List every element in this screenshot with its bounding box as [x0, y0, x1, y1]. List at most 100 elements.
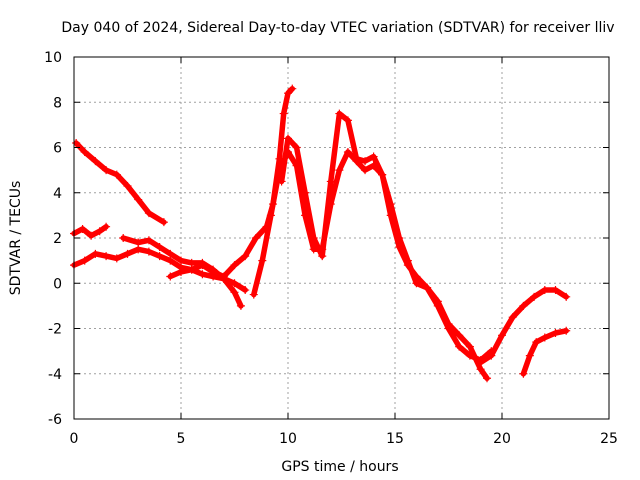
data-point: [219, 272, 228, 281]
data-point: [361, 157, 370, 166]
data-point: [562, 326, 571, 335]
data-point: [134, 195, 143, 204]
x-tick-label: 10: [279, 431, 297, 447]
series-line: [278, 110, 490, 382]
data-point: [87, 231, 96, 240]
y-tick-label: 8: [53, 95, 62, 111]
data-point: [369, 152, 378, 161]
data-point: [483, 374, 492, 383]
data-point: [540, 333, 549, 342]
data-point: [444, 319, 453, 328]
data-point: [288, 84, 297, 93]
data-point: [498, 331, 506, 340]
x-tick-label: 5: [177, 431, 186, 447]
data-point: [187, 258, 196, 267]
data-point: [258, 256, 267, 265]
data-point: [540, 286, 549, 295]
data-point: [532, 338, 541, 347]
series-track-a: [72, 138, 168, 227]
data-point: [343, 148, 352, 157]
data-point: [386, 211, 395, 220]
series-track-g: [277, 109, 492, 383]
data-point: [562, 292, 571, 301]
x-tick-label: 20: [493, 431, 511, 447]
y-tick-label: -4: [48, 367, 62, 383]
data-point: [187, 265, 196, 274]
data-point: [230, 279, 239, 288]
data-point: [476, 365, 485, 374]
data-point: [230, 288, 239, 297]
data-point: [423, 283, 432, 292]
x-tick-label: 25: [600, 431, 618, 447]
data-point: [519, 369, 528, 378]
data-point: [155, 243, 164, 252]
series-track-b: [70, 222, 111, 240]
data-point: [102, 222, 111, 231]
y-tick-label: 6: [53, 141, 62, 157]
data-point: [530, 292, 539, 301]
data-point: [455, 342, 464, 351]
data-point: [284, 89, 292, 98]
y-axis-label: SDTVAR / TECUs: [8, 181, 24, 296]
data-point: [91, 249, 100, 258]
data-point: [177, 256, 185, 265]
data-point: [119, 234, 128, 242]
data-point: [198, 261, 207, 270]
x-tick-label: 0: [70, 431, 79, 447]
series-track-d: [119, 234, 245, 310]
data-point: [123, 181, 132, 190]
data-point: [335, 166, 344, 175]
data-point: [91, 157, 100, 166]
data-point: [166, 249, 175, 258]
data-point: [266, 211, 275, 220]
series-track-i: [519, 326, 571, 378]
data-point: [134, 245, 143, 254]
data-point: [230, 261, 239, 270]
data-point: [102, 166, 111, 175]
data-point: [433, 297, 442, 306]
y-tick-label: 0: [53, 276, 62, 292]
data-point: [318, 252, 327, 261]
data-point: [198, 270, 207, 279]
data-point: [551, 329, 560, 338]
data-point: [144, 209, 153, 218]
x-tick-label: 15: [386, 431, 404, 447]
data-point: [279, 109, 288, 118]
data-point: [144, 247, 153, 256]
data-point: [78, 224, 87, 233]
data-point: [236, 301, 245, 310]
series-layer: [70, 84, 571, 383]
data-point: [166, 256, 175, 265]
data-point: [251, 234, 260, 242]
data-point: [403, 261, 412, 270]
y-tick-label: -6: [48, 412, 62, 428]
data-point: [455, 331, 464, 340]
data-point: [95, 227, 104, 236]
data-point: [326, 177, 335, 186]
data-point: [335, 109, 344, 118]
data-point: [361, 166, 370, 175]
data-point: [487, 351, 496, 360]
data-point: [177, 267, 185, 276]
data-point: [155, 252, 164, 261]
data-point: [519, 301, 528, 310]
series-track-h: [476, 286, 571, 367]
data-point: [551, 286, 560, 295]
data-point: [352, 154, 361, 163]
data-point: [395, 243, 404, 252]
data-point: [80, 256, 89, 265]
data-point: [525, 351, 534, 360]
y-tick-label: 2: [53, 231, 62, 247]
data-point: [159, 218, 168, 227]
data-point: [508, 313, 517, 322]
data-point: [412, 272, 421, 281]
data-point: [123, 249, 132, 258]
data-point: [102, 252, 111, 261]
data-point: [72, 138, 81, 147]
x-axis-label: GPS time / hours: [281, 459, 398, 475]
data-point: [465, 342, 474, 351]
data-point: [378, 170, 387, 179]
data-point: [166, 272, 175, 281]
